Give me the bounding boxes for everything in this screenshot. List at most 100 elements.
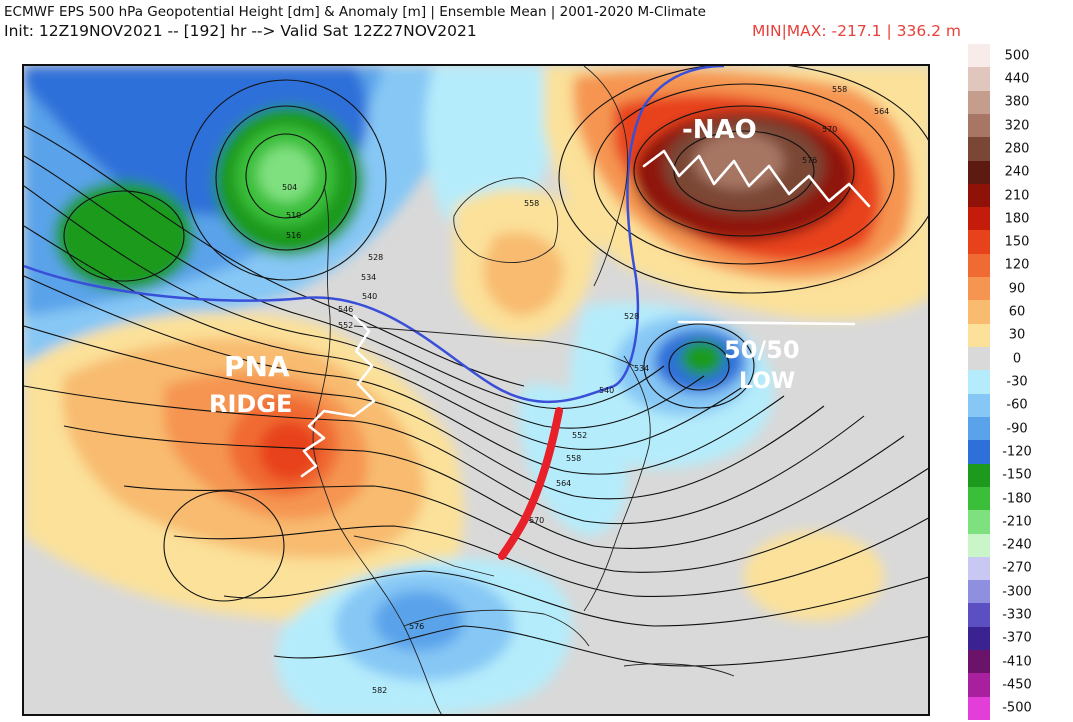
fifty-fifty-label: 50/50 [724,336,800,364]
contour-line [24,325,825,500]
contour-label: 576 [802,156,817,165]
colorbar-label: -60 [1006,397,1028,413]
contour-label: 528 [368,253,383,262]
annotation-labels: -NAO 50/50 LOW PNA RIDGE [209,115,800,418]
contour-line [24,275,785,475]
colorbar-swatch [968,650,990,674]
fifty-fifty-green [680,340,724,376]
contour-label: 558 [524,199,539,208]
colorbar-swatch [968,67,990,92]
contour-label: 564 [556,479,571,488]
contour-label: 534 [634,364,649,373]
contour-5050-low [668,341,730,391]
colorbar-label: 500 [1004,48,1030,64]
colorbar-swatch [968,603,990,628]
contour-closed-high [593,83,895,265]
contour-line [63,425,905,550]
cuba-coast [623,663,735,677]
map-panel: 558 564 570 576 504 510 516 528 534 540 … [22,64,930,716]
contour-5050-low [643,323,755,409]
contour-line [223,570,928,627]
east-coast [583,355,651,612]
colorbar-label: -300 [1002,584,1032,600]
contour-closed-low [215,105,357,251]
line-540dm [24,66,725,404]
colorbar-swatch [968,696,990,721]
contour-label: 528 [624,312,639,321]
colorbar-swatch [968,347,990,371]
colorbar-label: 210 [1004,188,1030,204]
contour-label: 552 [572,431,587,440]
nao-label: -NAO [682,115,757,145]
colorbar-label: -500 [1002,700,1032,716]
colorbar-label: 150 [1004,234,1030,250]
colorbar-swatch [968,463,990,488]
fifty-fifty-line [677,320,856,326]
anomaly-colorbar [968,44,990,721]
colorbar-label: 60 [1008,304,1026,320]
colorbar-label: 30 [1008,327,1026,343]
colorbar-label: -150 [1002,467,1032,483]
colorbar-label: 280 [1004,141,1030,157]
greenland-coast [583,66,629,287]
colorbar-label: -410 [1002,654,1032,670]
colorbar-swatch [968,580,990,604]
colorbar-label: -30 [1006,374,1028,390]
trough-axis [498,407,563,560]
colorbar-label: 0 [1012,351,1022,367]
min-max-readout: MIN|MAX: -217.1 | 336.2 m [752,22,961,40]
contour-label: 570 [529,516,544,525]
colorbar-label: -330 [1002,607,1032,623]
colorbar-swatch [968,300,990,325]
contour-closed-low [63,190,185,282]
contour-label: 558 [566,454,581,463]
colorbar-swatch [968,44,990,68]
map-title: ECMWF EPS 500 hPa Geopotential Height [d… [4,4,706,20]
contour-label: 504 [282,183,297,192]
ridge-label: RIDGE [209,390,292,418]
colorbar-swatch [968,673,990,698]
colorbar-swatch [968,556,990,581]
anomaly-map: 558 564 570 576 504 510 516 528 534 540 … [24,66,928,714]
hudson-bay-coast [453,177,559,264]
colorbar-swatch [968,393,990,418]
colorbar-swatch [968,510,990,534]
colorbar-label: -270 [1002,560,1032,576]
colorbar-swatch [968,440,990,465]
colorbar-swatch [968,370,990,395]
anomaly-shading [24,66,928,714]
contour-label: 516 [286,231,301,240]
colorbar-swatch [968,533,990,558]
contour-closed-high [673,130,815,212]
nao-squiggle [642,149,871,208]
colorbar-swatch [968,137,990,162]
contour-line [24,385,865,525]
colorbar-label: 240 [1004,164,1030,180]
colorbar-label: -90 [1006,421,1028,437]
contour-line [24,225,745,450]
colorbar-swatch [968,113,990,138]
contour-label: 558 [832,85,847,94]
colorbar-label: -370 [1002,630,1032,646]
eastern-us-negative [518,384,628,536]
hand-annotations [300,149,871,478]
contour-line [273,625,928,667]
colorbar-label: 440 [1004,71,1030,87]
contour-line [24,125,525,387]
colorbar-swatch [968,183,990,208]
colorbar-swatch [968,160,990,185]
low-label: LOW [739,369,795,394]
colorbar-swatch [968,253,990,278]
contour-line [24,155,665,410]
contour-label: 552 [338,321,353,330]
gulf-coast [403,609,590,647]
contour-label: 510 [286,211,301,220]
contour-closed-high [633,105,855,237]
colorbar-label: -210 [1002,514,1032,530]
colorbar-label: 90 [1008,281,1026,297]
colorbar-swatch [968,90,990,115]
contour-label: 546 [338,305,353,314]
contour-label: 564 [874,107,889,116]
colorbar-swatch [968,277,990,301]
contour-pacific-high [163,490,285,602]
